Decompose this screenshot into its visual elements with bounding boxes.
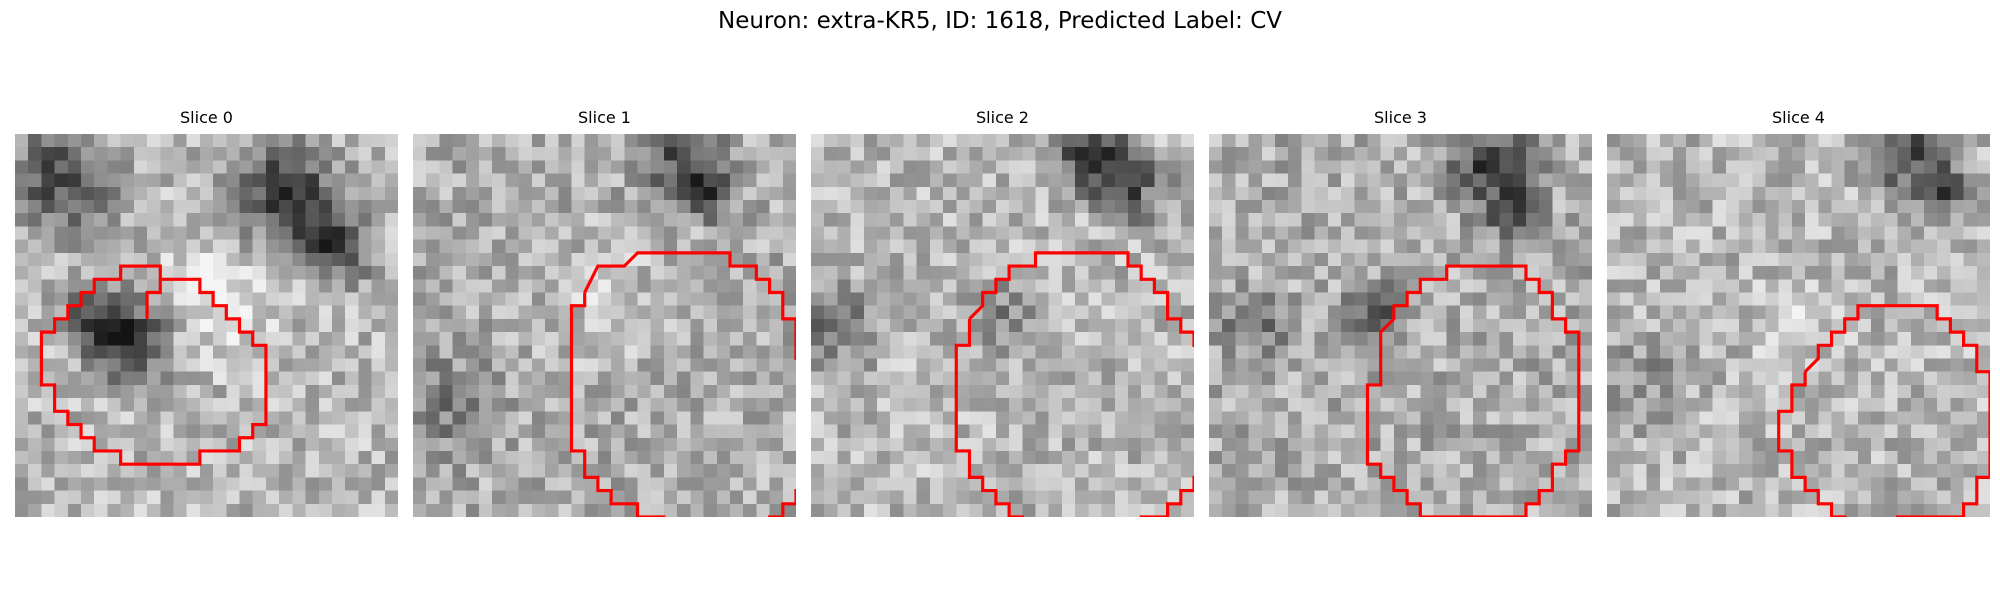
slice-panel-3: Slice 3 — [1209, 108, 1592, 517]
texture-tiles — [413, 134, 796, 517]
texture-tiles — [1607, 134, 1990, 517]
slice-title: Slice 0 — [180, 108, 233, 127]
segmentation-contour — [1365, 264, 1581, 517]
slice-image — [1209, 134, 1592, 517]
slice-title: Slice 4 — [1772, 108, 1825, 127]
segmentation-contour — [569, 251, 796, 517]
slice-panel-0: Slice 0 — [15, 108, 398, 517]
slice-title: Slice 2 — [976, 108, 1029, 127]
segmentation-contour — [39, 264, 268, 466]
slice-title: Slice 1 — [578, 108, 631, 127]
slice-image — [1607, 134, 1990, 517]
slice-image — [15, 134, 398, 517]
texture-tiles — [1209, 134, 1592, 517]
slice-panel-2: Slice 2 — [811, 108, 1194, 517]
texture-tiles — [15, 134, 398, 517]
slice-title: Slice 3 — [1374, 108, 1427, 127]
slice-image — [811, 134, 1194, 517]
slice-panel-1: Slice 1 — [413, 108, 796, 517]
segmentation-contour — [954, 251, 1194, 517]
segmentation-contour — [1777, 304, 1990, 517]
figure-title: Neuron: extra-KR5, ID: 1618, Predicted L… — [717, 8, 1283, 34]
texture-tiles — [811, 134, 1194, 517]
slice-panel-4: Slice 4 — [1607, 108, 1990, 517]
slice-image — [413, 134, 796, 517]
